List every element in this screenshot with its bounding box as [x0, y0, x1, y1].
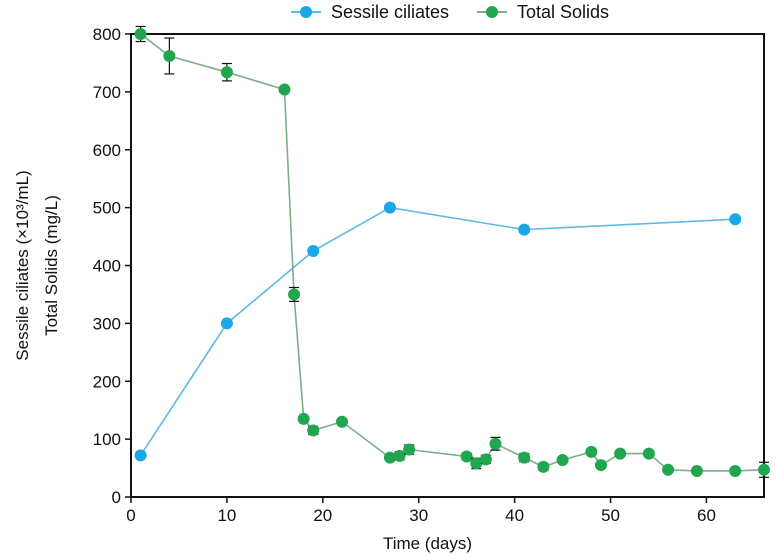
data-point [460, 450, 473, 463]
axes [130, 33, 765, 498]
data-point [336, 415, 348, 428]
data-point [758, 463, 770, 476]
plot-frame [130, 33, 765, 498]
x-axis-ticks: 0 10 20 30 40 50 60 [126, 497, 716, 525]
x-axis-title: Time (days) [383, 534, 472, 553]
data-point [518, 451, 531, 464]
data-point [134, 449, 147, 462]
data-point [403, 443, 416, 456]
data-point [163, 49, 176, 62]
data-point [220, 66, 233, 79]
data-point [134, 28, 147, 40]
data-point [614, 447, 627, 460]
data-point [307, 424, 320, 437]
y-tick-label: 600 [93, 141, 121, 160]
data-point [278, 83, 291, 96]
x-tick-label: 50 [601, 506, 620, 525]
data-point [383, 451, 396, 464]
y-tick-label: 200 [93, 372, 121, 391]
x-tick-label: 60 [697, 506, 716, 525]
series-sessile-ciliates [134, 201, 742, 462]
y-tick-label: 0 [112, 488, 121, 507]
y-axis-title-line-1: Sessile ciliates (×10³/mL) [13, 170, 32, 360]
data-point [307, 245, 320, 258]
data-point [393, 449, 406, 462]
series-line [140, 33, 765, 472]
legend-item-total-solids: Total Solids [477, 2, 609, 22]
data-point [556, 453, 569, 466]
y-tick-label: 100 [93, 430, 121, 449]
series-total-solids [134, 25, 770, 478]
x-tick-label: 10 [217, 506, 236, 525]
data-point [642, 447, 655, 460]
data-point [729, 464, 742, 477]
y-tick-label: 300 [93, 314, 121, 333]
legend-label: Sessile ciliates [331, 2, 449, 22]
x-tick-label: 20 [313, 506, 332, 525]
legend-marker-swatch [486, 6, 498, 18]
data-point [690, 464, 703, 477]
y-axis-ticks: 0 100 200 300 400 500 600 700 800 [93, 25, 131, 507]
data-point [489, 437, 502, 450]
legend: Sessile ciliates Total Solids [291, 2, 609, 22]
x-tick-label: 30 [409, 506, 428, 525]
legend-marker-swatch [300, 6, 312, 18]
data-point [518, 223, 531, 236]
x-tick-label: 0 [126, 506, 135, 525]
y-tick-label: 500 [93, 199, 121, 218]
y-tick-label: 400 [93, 257, 121, 276]
series-layer [134, 25, 770, 478]
data-point [383, 201, 396, 214]
data-point [585, 445, 598, 458]
x-tick-label: 40 [505, 506, 524, 525]
legend-item-sessile-ciliates: Sessile ciliates [291, 2, 449, 22]
y-axis-title-line-2: Total Solids (mg/L) [42, 195, 61, 336]
series-line [139, 206, 736, 456]
data-point [288, 288, 301, 301]
data-point [479, 453, 492, 466]
data-point [470, 457, 483, 470]
legend-label: Total Solids [517, 2, 609, 22]
data-point [220, 317, 233, 330]
data-point [594, 459, 607, 472]
data-point [662, 463, 675, 476]
data-point [297, 412, 310, 425]
y-tick-label: 700 [93, 83, 121, 102]
y-tick-label: 800 [93, 25, 121, 44]
data-point [729, 213, 742, 226]
data-point [537, 460, 550, 473]
